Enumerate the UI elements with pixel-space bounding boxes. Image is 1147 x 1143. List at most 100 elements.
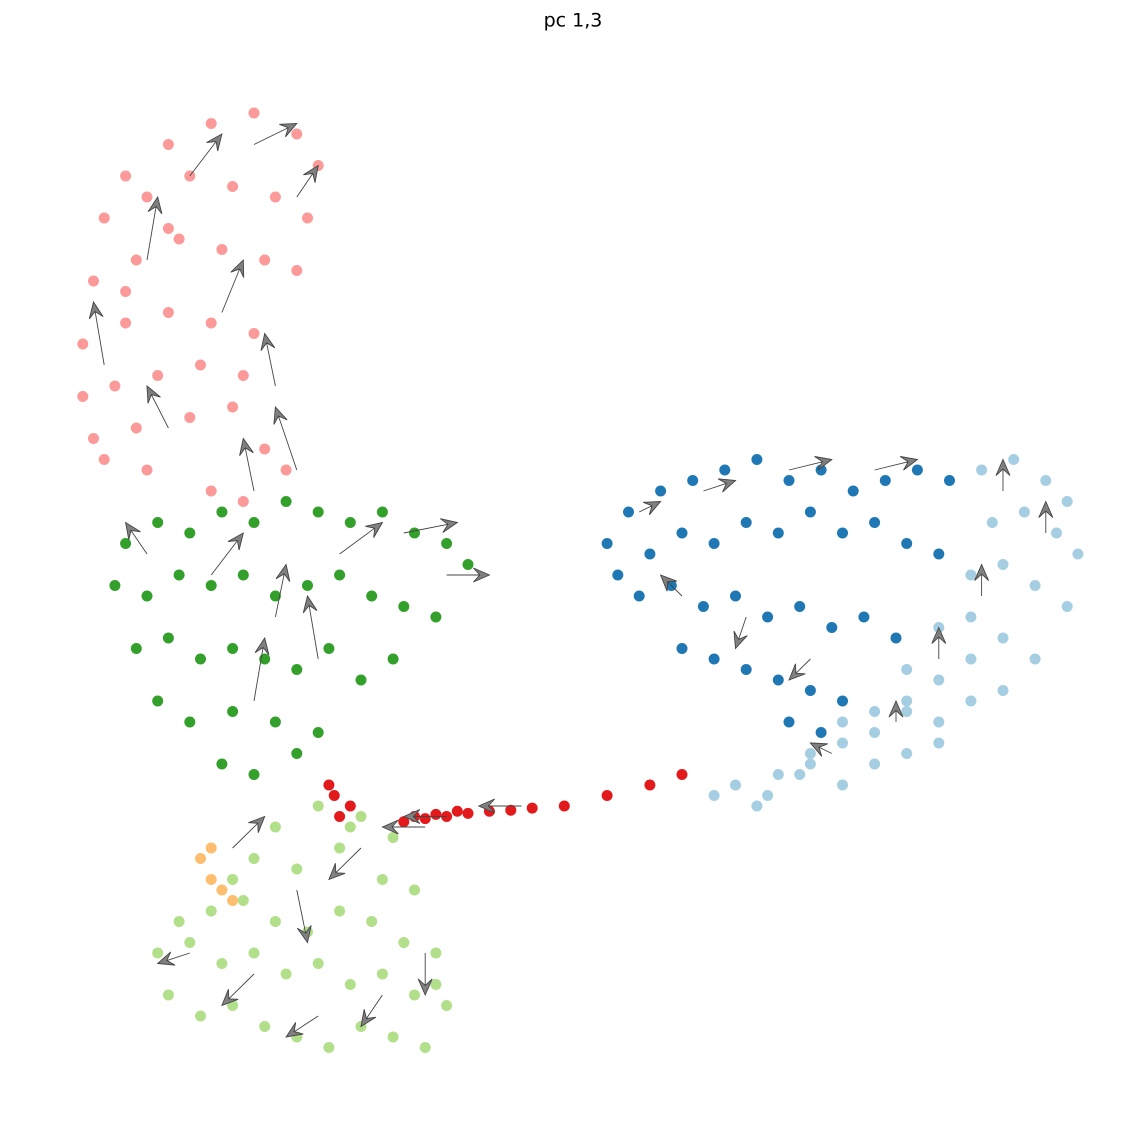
point bbox=[441, 538, 453, 549]
point bbox=[911, 464, 923, 476]
point bbox=[216, 506, 228, 518]
velocity-arrow bbox=[1038, 500, 1054, 533]
point bbox=[248, 107, 260, 119]
point bbox=[173, 233, 185, 245]
point bbox=[184, 716, 196, 728]
point bbox=[826, 622, 838, 633]
point bbox=[837, 779, 848, 791]
point bbox=[269, 590, 281, 602]
point bbox=[376, 874, 388, 885]
point bbox=[869, 517, 881, 528]
velocity-arrow bbox=[273, 405, 298, 471]
point bbox=[162, 139, 174, 150]
point bbox=[291, 863, 303, 875]
point bbox=[302, 580, 313, 591]
point bbox=[451, 805, 463, 817]
point bbox=[901, 695, 913, 707]
velocity-arrow bbox=[809, 742, 832, 757]
point bbox=[162, 989, 174, 1001]
point bbox=[227, 181, 239, 192]
velocity-arrow bbox=[733, 616, 748, 650]
point bbox=[130, 422, 142, 434]
point bbox=[965, 611, 977, 623]
point bbox=[837, 737, 848, 749]
velocity-arrow bbox=[888, 699, 904, 722]
point bbox=[195, 1010, 206, 1022]
point-group bbox=[152, 800, 453, 1053]
point bbox=[730, 779, 741, 791]
velocity-arrow bbox=[302, 594, 319, 660]
point bbox=[184, 937, 196, 948]
point bbox=[772, 769, 784, 780]
point bbox=[387, 1031, 399, 1043]
point bbox=[505, 804, 517, 816]
point bbox=[237, 569, 249, 581]
point bbox=[98, 454, 110, 465]
velocity-arrow bbox=[253, 123, 298, 145]
point bbox=[387, 653, 399, 665]
point bbox=[697, 601, 709, 612]
point bbox=[965, 653, 977, 665]
velocity-arrow bbox=[788, 658, 811, 681]
point bbox=[462, 807, 474, 819]
point bbox=[708, 653, 720, 665]
point bbox=[676, 769, 688, 780]
velocity-arrow bbox=[639, 501, 662, 516]
point bbox=[740, 664, 752, 675]
point bbox=[601, 538, 613, 549]
velocity-arrow bbox=[874, 456, 919, 471]
point bbox=[751, 454, 763, 465]
point bbox=[772, 674, 784, 686]
point bbox=[77, 391, 89, 402]
point bbox=[890, 632, 902, 644]
point bbox=[965, 569, 977, 581]
point bbox=[879, 475, 891, 486]
point bbox=[398, 937, 410, 948]
point bbox=[997, 685, 1009, 696]
point bbox=[344, 821, 356, 833]
velocity-arrow bbox=[381, 819, 426, 835]
point bbox=[184, 412, 196, 423]
point bbox=[430, 979, 442, 990]
velocity-arrow bbox=[328, 847, 362, 881]
point bbox=[88, 433, 99, 444]
point bbox=[334, 811, 346, 822]
point bbox=[751, 800, 763, 812]
point bbox=[869, 706, 881, 717]
point bbox=[708, 538, 720, 549]
point bbox=[676, 643, 688, 654]
point bbox=[901, 748, 913, 759]
point bbox=[120, 317, 132, 329]
point bbox=[141, 191, 153, 203]
point bbox=[901, 706, 913, 717]
point bbox=[120, 538, 132, 549]
point bbox=[162, 307, 174, 318]
point bbox=[216, 884, 228, 896]
velocity-arrow bbox=[124, 521, 148, 555]
point bbox=[195, 853, 206, 864]
point bbox=[237, 895, 249, 906]
point bbox=[205, 874, 217, 885]
point bbox=[152, 517, 164, 528]
point bbox=[355, 811, 367, 822]
velocity-arrow bbox=[477, 798, 522, 814]
point bbox=[227, 706, 239, 717]
point bbox=[366, 916, 378, 927]
point bbox=[227, 874, 239, 885]
point bbox=[719, 464, 731, 476]
point bbox=[901, 538, 913, 549]
velocity-arrow bbox=[296, 164, 319, 198]
velocity-arrow bbox=[189, 133, 223, 177]
point bbox=[804, 506, 816, 518]
point bbox=[901, 664, 913, 675]
velocity-arrow bbox=[146, 195, 163, 261]
point bbox=[858, 611, 870, 623]
point bbox=[804, 685, 816, 696]
point bbox=[195, 359, 206, 371]
point bbox=[195, 653, 206, 665]
point bbox=[216, 958, 228, 969]
point bbox=[965, 695, 977, 707]
point bbox=[205, 485, 217, 497]
point bbox=[216, 758, 228, 770]
point bbox=[120, 286, 132, 297]
